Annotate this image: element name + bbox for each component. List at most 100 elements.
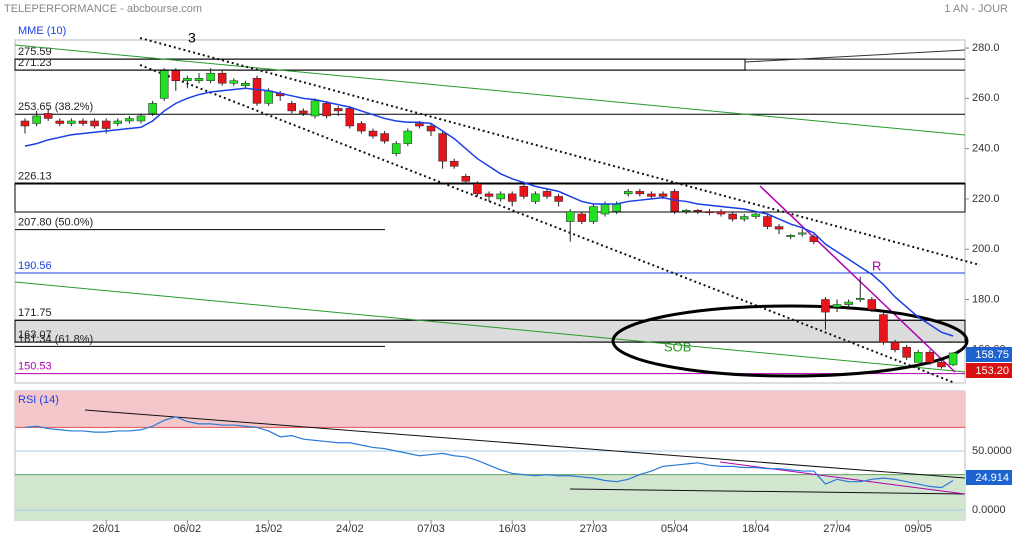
candle-body <box>299 110 308 114</box>
level-label: 150.53 <box>18 361 52 373</box>
candle-body <box>821 299 830 313</box>
trendline <box>139 37 981 266</box>
level-label: 171.75 <box>18 307 52 319</box>
x-tick-label: 27/04 <box>823 523 851 535</box>
y-tick-label: 180.0 <box>972 293 1000 305</box>
candle-body <box>438 133 447 162</box>
candle-body <box>287 103 297 112</box>
candle-body <box>55 120 65 124</box>
candle-body <box>693 209 703 212</box>
candle-body <box>380 133 389 142</box>
price-badge <box>966 347 1012 362</box>
candle-body <box>705 211 714 214</box>
y-tick-label: 280.0 <box>972 42 1000 54</box>
trendline <box>139 64 956 384</box>
candle-body <box>925 352 935 363</box>
candle-body <box>252 77 262 104</box>
candle-body <box>786 235 795 237</box>
candle-body <box>751 213 761 217</box>
level-label: 163.07 <box>18 329 52 341</box>
candle-body <box>368 130 378 137</box>
candle-body <box>670 191 679 212</box>
legend-label: RSI (14) <box>18 394 59 406</box>
candle-body <box>937 362 946 368</box>
candle-body <box>531 193 540 202</box>
trendline <box>569 488 966 495</box>
x-tick-label: 18/04 <box>742 523 770 535</box>
y-tick-label: 0.0000 <box>972 504 1006 516</box>
candle-body <box>797 232 807 235</box>
candle-body <box>832 304 842 308</box>
x-tick-label: 09/05 <box>904 523 932 535</box>
annotation: R <box>872 258 881 273</box>
candle-body <box>333 108 343 112</box>
candle-body <box>125 118 134 122</box>
candle-body <box>101 120 111 129</box>
level-label: 275.59 <box>18 46 52 58</box>
price-badge-label: 158.75 <box>975 349 1009 361</box>
candle-body <box>948 352 958 366</box>
candle-body <box>565 211 575 222</box>
candle-body <box>403 130 413 144</box>
level-label: 190.56 <box>18 260 52 272</box>
y-tick-label: 200.0 <box>972 243 1000 255</box>
candle-body <box>739 216 749 220</box>
candle-body <box>113 120 123 124</box>
ellipse <box>611 304 969 378</box>
x-tick-label: 15/02 <box>255 523 283 535</box>
candle-body <box>589 206 598 222</box>
trendline <box>84 409 966 479</box>
candle-body <box>415 123 424 127</box>
level-label: 271.23 <box>18 57 52 69</box>
level-label: 253.65 (38.2%) <box>18 101 93 113</box>
mme-line <box>24 87 954 337</box>
legend-label: MME (10) <box>18 25 66 37</box>
candle-body <box>612 203 621 212</box>
candle-body <box>600 203 610 215</box>
candle-body <box>461 176 471 182</box>
annotation: SOB <box>664 339 691 354</box>
trendline <box>14 281 966 373</box>
level-label: 207.80 (50.0%) <box>18 217 93 229</box>
candle-body <box>577 213 587 222</box>
x-tick-label: 16/03 <box>498 523 526 535</box>
candle-body <box>148 103 157 114</box>
candle-body <box>763 216 772 227</box>
candle-body <box>519 186 529 197</box>
candle-body <box>32 115 41 124</box>
candle-body <box>90 120 99 127</box>
candle-body <box>206 72 215 81</box>
candle-body <box>484 193 494 197</box>
candle-body <box>136 115 146 122</box>
candle-body <box>902 347 911 358</box>
oversold-zone <box>15 474 965 520</box>
candle-body <box>507 193 517 202</box>
candle-body <box>426 125 436 132</box>
x-tick-label: 24/02 <box>336 523 364 535</box>
price-badge-label: 153.20 <box>975 365 1009 377</box>
trendline <box>719 461 966 495</box>
candle-body <box>542 191 552 197</box>
candle-body <box>183 77 192 81</box>
candle-body <box>20 120 30 127</box>
annotation: 3 <box>188 30 196 46</box>
candle-body <box>635 191 645 195</box>
candle-body <box>647 193 656 197</box>
chart-subtitle: 1 AN - JOUR <box>944 3 1008 15</box>
y-tick-label: 220.0 <box>972 193 1000 205</box>
chart-title: TELEPERFORMANCE - abcbourse.com <box>4 3 202 15</box>
candle-body <box>867 299 877 310</box>
candle-body <box>496 193 505 200</box>
x-tick-label: 06/02 <box>174 523 202 535</box>
candle-body <box>774 226 784 230</box>
candle-body <box>728 213 737 220</box>
candle-body <box>855 298 865 300</box>
trendline <box>744 49 966 63</box>
price-badge <box>966 363 1012 378</box>
rsi-line <box>24 416 954 489</box>
value-badge-label: 24.914 <box>975 472 1009 484</box>
candle-body <box>890 342 900 351</box>
candle-body <box>809 236 819 242</box>
candle-body <box>78 120 88 124</box>
